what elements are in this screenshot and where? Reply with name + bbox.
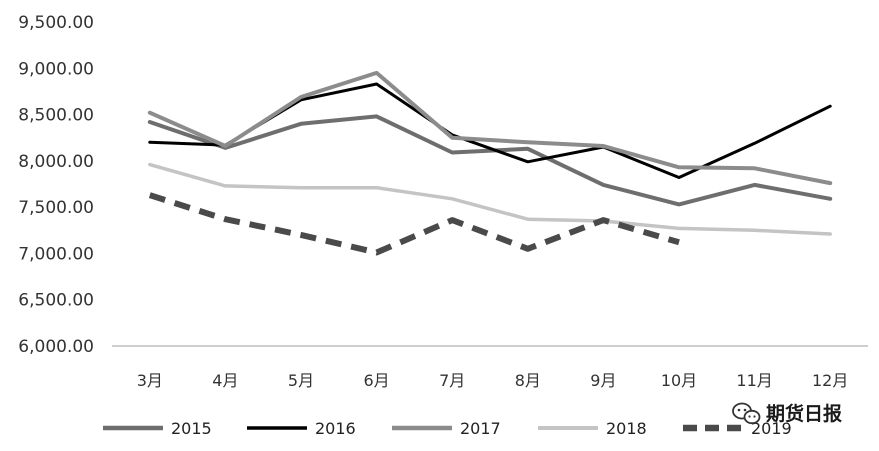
x-tick-label: 12月 <box>812 371 848 390</box>
y-tick-label: 9,500.00 <box>18 13 94 33</box>
legend: 2015 2016 2017 2018 2019 <box>103 419 792 438</box>
legend-label-2016: 2016 <box>315 419 356 438</box>
y-tick-label: 6,000.00 <box>18 337 94 357</box>
series-lines <box>147 70 833 256</box>
x-tick-label: 11月 <box>736 371 772 390</box>
series-line-2015 <box>147 114 833 207</box>
legend-label-2019: 2019 <box>751 419 792 438</box>
watermark-label: 期货日报 <box>766 402 842 425</box>
x-axis-ticks: 3月 4月 5月 6月 7月 8月 9月 10月 11月 12月 <box>137 371 849 390</box>
legend-label-2018: 2018 <box>606 419 647 438</box>
y-axis-ticks: 6,000.00 6,500.00 7,000.00 7,500.00 8,000.00… <box>18 13 94 357</box>
wechat-icon <box>732 402 761 425</box>
y-tick-label: 8,000.00 <box>18 152 94 172</box>
legend-label-2015: 2015 <box>171 419 212 438</box>
y-tick-label: 8,500.00 <box>18 106 94 126</box>
series-line-2018 <box>148 162 832 236</box>
watermark: 期货日报 <box>732 402 842 425</box>
x-tick-label: 8月 <box>515 371 541 390</box>
y-tick-label: 6,500.00 <box>18 291 94 311</box>
series-line-2017 <box>147 70 833 186</box>
x-tick-label: 4月 <box>212 371 238 390</box>
legend-label-2017: 2017 <box>460 419 501 438</box>
x-tick-label: 6月 <box>364 371 390 390</box>
x-tick-label: 5月 <box>288 371 314 390</box>
y-tick-label: 9,000.00 <box>18 59 94 79</box>
y-tick-label: 7,000.00 <box>18 244 94 264</box>
y-tick-label: 7,500.00 <box>18 198 94 218</box>
x-tick-label: 7月 <box>439 371 465 390</box>
x-tick-label: 3月 <box>137 371 163 390</box>
series-line-2019 <box>148 192 680 256</box>
x-tick-label: 9月 <box>590 371 616 390</box>
x-tick-label: 10月 <box>661 371 697 390</box>
